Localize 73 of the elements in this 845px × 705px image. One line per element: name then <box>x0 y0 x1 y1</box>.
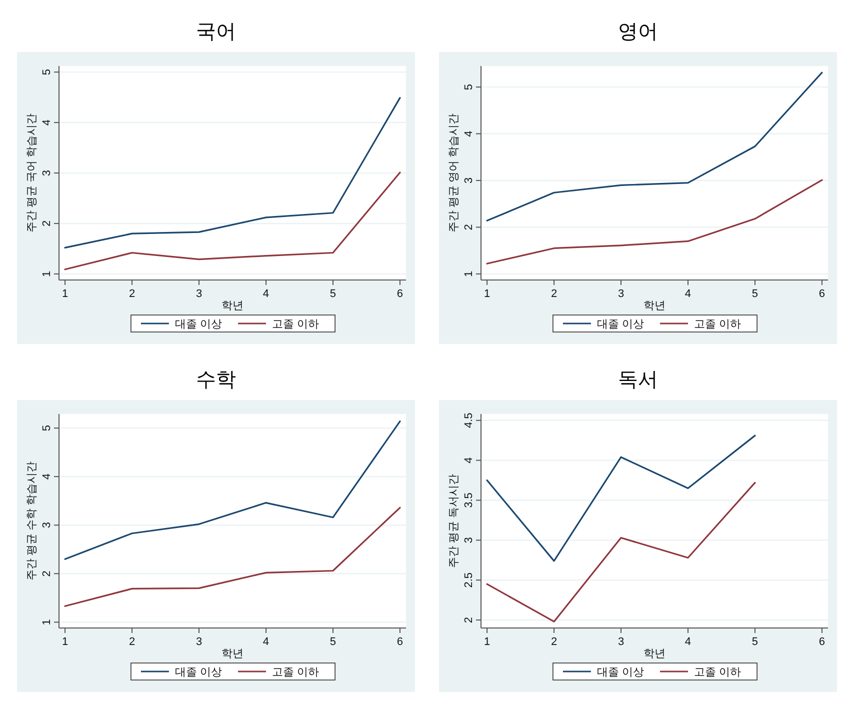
legend-label: 대졸 이상 <box>174 318 222 330</box>
x-tick-label: 5 <box>752 288 758 300</box>
y-tick-label: 4.5 <box>463 412 475 428</box>
y-axis-title: 주간 평균 수학 학습시간 <box>26 461 38 581</box>
y-tick-label: 5 <box>41 425 53 432</box>
y-tick-label: 5 <box>463 84 475 90</box>
line-series <box>486 72 823 222</box>
x-tick-label: 3 <box>618 288 624 300</box>
legend-label: 고졸 이하 <box>272 666 320 678</box>
x-tick-label: 6 <box>818 288 826 300</box>
x-tick-label: 2 <box>550 636 558 648</box>
x-tick-label: 3 <box>196 288 202 300</box>
y-tick-label: 4 <box>463 130 475 137</box>
x-tick-label: 5 <box>330 288 336 300</box>
chart-title: 영어 <box>618 21 658 43</box>
y-axis-title: 주간 평균 국어 학습시간 <box>26 113 38 233</box>
x-tick-label: 6 <box>396 288 404 300</box>
x-tick-label: 1 <box>62 288 68 300</box>
x-axis-title: 학년 <box>222 648 244 660</box>
y-tick-label: 4 <box>41 119 53 126</box>
x-tick-label: 2 <box>550 288 558 300</box>
legend-label: 대졸 이상 <box>596 666 644 678</box>
y-tick-label: 4 <box>463 457 475 464</box>
y-tick-label: 3 <box>41 170 53 176</box>
line-series <box>486 434 756 562</box>
x-tick-label: 4 <box>262 636 270 648</box>
y-tick-label: 2 <box>463 616 475 624</box>
line-series <box>64 97 401 248</box>
x-tick-label: 2 <box>128 636 136 648</box>
x-tick-label: 1 <box>484 288 490 300</box>
chart-title: 수학 <box>196 369 236 391</box>
y-tick-label: 1 <box>41 619 53 626</box>
y-axis-title: 주간 평균 독서시간 <box>448 474 460 568</box>
y-tick-label: 1 <box>41 270 53 278</box>
y-tick-label: 2.5 <box>463 572 475 588</box>
line-series <box>64 420 401 560</box>
x-tick-label: 3 <box>196 636 202 648</box>
x-axis-title: 학년 <box>644 300 666 312</box>
x-tick-label: 4 <box>262 288 270 300</box>
chart-title: 독서 <box>618 369 658 391</box>
legend-label: 고졸 이하 <box>694 318 742 330</box>
x-tick-label: 4 <box>684 636 692 648</box>
y-tick-label: 3 <box>463 537 475 544</box>
x-tick-label: 4 <box>684 288 692 300</box>
x-tick-label: 1 <box>62 636 68 648</box>
legend-label: 고졸 이하 <box>694 666 742 678</box>
line-series <box>64 506 401 607</box>
x-tick-label: 5 <box>752 636 758 648</box>
legend-label: 고졸 이하 <box>272 318 320 330</box>
x-tick-label: 2 <box>128 288 136 300</box>
y-tick-label: 2 <box>41 220 53 227</box>
y-tick-label: 3 <box>41 522 53 528</box>
x-axis-title: 학년 <box>644 648 666 660</box>
x-tick-label: 1 <box>484 636 490 648</box>
legend-label: 대졸 이상 <box>596 318 644 330</box>
line-series <box>64 172 401 270</box>
y-tick-label: 1 <box>463 270 475 277</box>
x-tick-label: 6 <box>818 636 826 648</box>
y-tick-label: 2 <box>41 570 53 577</box>
x-tick-label: 6 <box>396 636 404 648</box>
y-tick-label: 3.5 <box>463 492 475 508</box>
x-tick-label: 3 <box>618 636 624 648</box>
y-tick-label: 2 <box>463 224 475 230</box>
chart-title: 국어 <box>196 21 236 43</box>
x-tick-label: 5 <box>330 636 336 648</box>
legend-label: 대졸 이상 <box>174 666 222 678</box>
y-tick-label: 4 <box>41 474 53 480</box>
y-tick-label: 5 <box>41 68 53 76</box>
y-axis-title: 주간 평균 영어 학습시간 <box>448 113 460 233</box>
y-tick-label: 3 <box>463 177 475 184</box>
line-series <box>486 482 756 622</box>
line-series <box>486 179 823 264</box>
x-axis-title: 학년 <box>222 300 244 312</box>
